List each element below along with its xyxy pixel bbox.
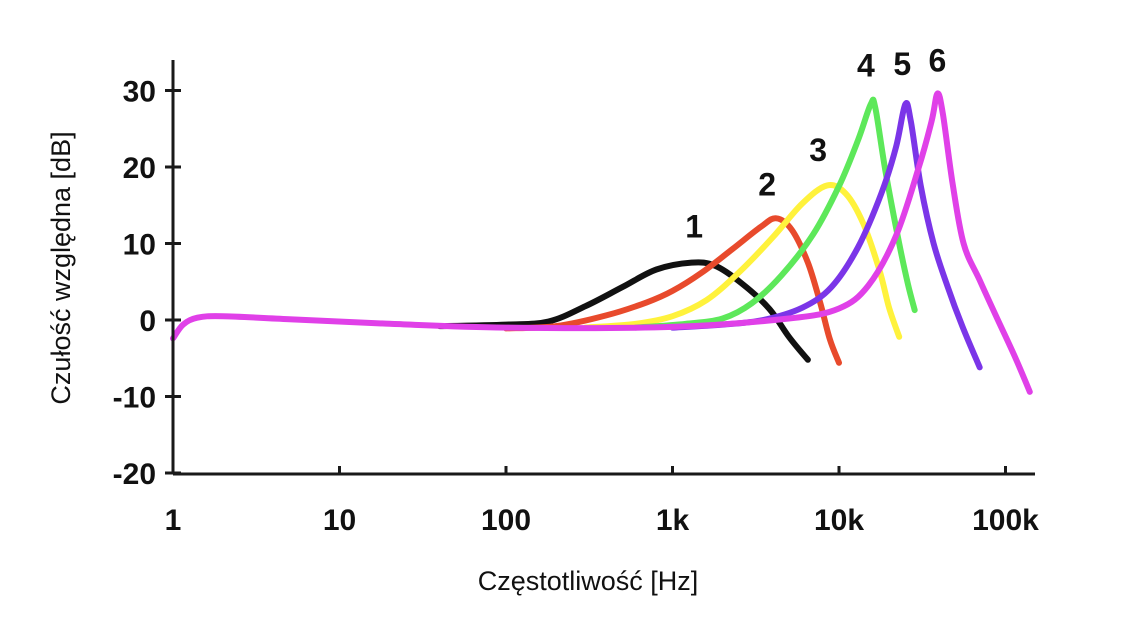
x-tick-label: 100 [481,504,531,537]
y-tick-label: 0 [139,305,156,338]
x-tick-label: 1 [165,504,182,537]
curve-label-5: 5 [893,46,911,82]
y-tick-label: 30 [123,76,156,109]
curves-layer [170,90,1033,395]
curve-label-3: 3 [809,132,827,168]
x-tick-label: 1k [656,504,690,537]
x-axis-title: Częstotliwość [Hz] [478,566,699,596]
series-line-6 [170,90,1033,395]
x-tick-label: 100k [972,504,1039,537]
curve-label-2: 2 [758,166,776,202]
y-tick-label: 10 [123,229,156,262]
curve-label-4: 4 [857,48,875,84]
y-tick-label: -20 [113,458,156,491]
y-axis-title: Czułość względna [dB] [46,131,76,404]
x-tick-label: 10 [323,504,356,537]
y-tick-label: 20 [123,152,156,185]
curve-label-6: 6 [929,42,947,78]
curve-labels-layer: 1 23 4 5 6 [685,42,946,244]
axes-layer [171,60,1035,476]
series-line-1 [436,259,811,363]
x-tick-label: 10k [814,504,864,537]
y-tick-label: -10 [113,382,156,415]
curve-label-1: 1 [685,208,703,244]
